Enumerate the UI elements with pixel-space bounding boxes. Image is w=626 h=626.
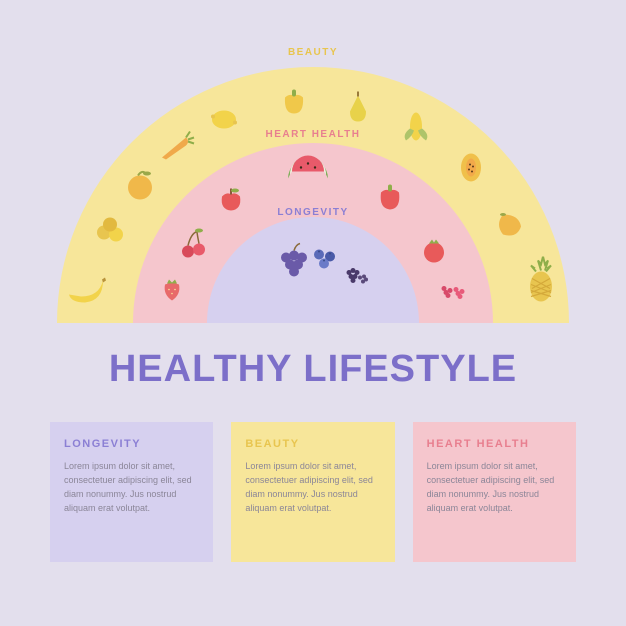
- blackberries-icon: [329, 252, 377, 305]
- banana-icon: [61, 264, 109, 317]
- pineapple-icon: [517, 256, 565, 309]
- card-body-heart: Lorem ipsum dolor sit amet, consectetuer…: [427, 460, 562, 516]
- apple-red-icon: [207, 175, 255, 228]
- main-title: HEALTHY LIFESTYLE: [109, 348, 517, 391]
- lemon-icon: [200, 96, 248, 149]
- corn-icon: [392, 102, 440, 155]
- card-body-beauty: Lorem ipsum dolor sit amet, consectetuer…: [245, 460, 380, 516]
- raspberries-icon: [428, 267, 476, 320]
- info-cards-row: LONGEVITY Lorem ipsum dolor sit amet, con…: [50, 422, 576, 562]
- rainbow-diagram: BEAUTYHEART HEALTHLONGEVITY: [0, 0, 626, 335]
- pepper-red-icon: [366, 173, 414, 226]
- card-beauty: BEAUTY Lorem ipsum dolor sit amet, consec…: [231, 422, 394, 562]
- card-heading-beauty: BEAUTY: [245, 438, 380, 450]
- yellow-berries-icon: [86, 206, 134, 259]
- mango-icon: [485, 201, 533, 254]
- arc-label-beauty: BEAUTY: [288, 47, 338, 58]
- cherries-icon: [169, 221, 217, 274]
- card-longevity: LONGEVITY Lorem ipsum dolor sit amet, con…: [50, 422, 213, 562]
- card-heart: HEART HEALTH Lorem ipsum dolor sit amet, …: [413, 422, 576, 562]
- card-heading-heart: HEART HEALTH: [427, 438, 562, 450]
- strawberry-icon: [148, 267, 196, 320]
- card-heading-longevity: LONGEVITY: [64, 438, 199, 450]
- carrot-icon: [152, 122, 200, 175]
- pear-icon: [334, 83, 382, 136]
- papaya-half-icon: [447, 144, 495, 197]
- arc-label-longevity: LONGEVITY: [277, 207, 348, 218]
- pepper-yellow-icon: [270, 77, 318, 130]
- card-body-longevity: Lorem ipsum dolor sit amet, consectetuer…: [64, 460, 199, 516]
- watermelon-slice-icon: [284, 149, 332, 202]
